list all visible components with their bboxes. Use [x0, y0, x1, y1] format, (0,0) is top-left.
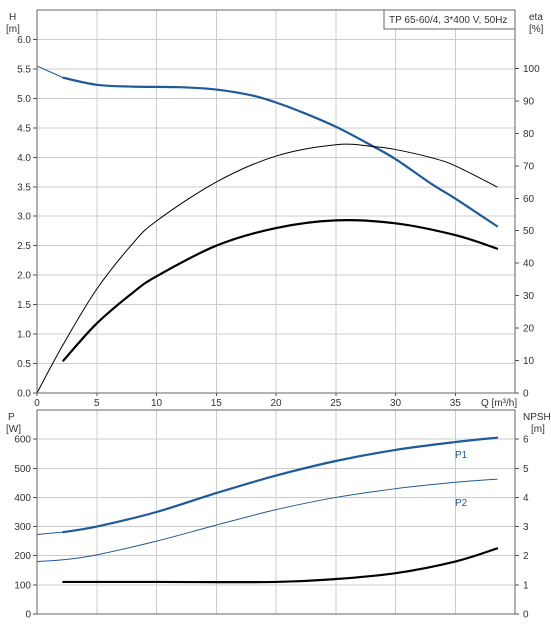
right-tick-label: 80	[523, 129, 535, 140]
series-curve	[62, 436, 499, 534]
right-tick-label: 70	[523, 161, 535, 172]
left-tick-label: 2.5	[17, 241, 31, 252]
right-tick-label: 30	[523, 291, 535, 302]
right-tick-label: 60	[523, 194, 535, 205]
left-tick-label: 6.0	[17, 35, 31, 46]
x-tick-label: 30	[390, 398, 402, 409]
x-tick-label: 15	[211, 398, 223, 409]
series-curve	[62, 547, 499, 584]
series-label-p1: P1	[455, 450, 468, 461]
x-tick-label: 25	[330, 398, 342, 409]
eta-axis-label: eta	[529, 12, 543, 23]
grid-layer	[37, 10, 515, 614]
right-tick-label: 0	[523, 389, 529, 400]
series-curve-extension	[36, 531, 64, 535]
x-tick-label: 10	[151, 398, 163, 409]
h-axis-label: H	[9, 12, 16, 23]
x-tick-label: 20	[270, 398, 282, 409]
q-axis-label: Q [m³/h]	[481, 398, 517, 409]
p-axis-label: P	[8, 412, 15, 423]
left-tick-label: 3.0	[17, 212, 31, 223]
x-tick-label: 35	[450, 398, 462, 409]
series-curve	[36, 478, 498, 563]
left-tick-label: 1.0	[17, 330, 31, 341]
right-tick-label: 1	[523, 580, 529, 591]
series-curve	[62, 219, 499, 362]
left-tick-label: 0.0	[17, 389, 31, 400]
npsh-axis-label: NPSH	[523, 412, 551, 423]
series-curve-extension	[36, 65, 64, 79]
right-tick-label: 10	[523, 356, 535, 367]
right-tick-label: 20	[523, 324, 535, 335]
right-tick-label: 40	[523, 259, 535, 270]
model-label-box	[383, 9, 516, 30]
p-axis-unit: [W]	[6, 424, 21, 435]
series-curve	[62, 76, 499, 228]
right-tick-label: 6	[523, 435, 529, 446]
left-tick-label: 2.0	[17, 271, 31, 282]
series-curve	[36, 143, 498, 394]
left-tick-label: 0.5	[17, 359, 31, 370]
right-tick-label: 50	[523, 226, 535, 237]
left-tick-label: 5.5	[17, 64, 31, 75]
x-tick-label: 5	[94, 398, 100, 409]
right-tick-label: 0	[523, 610, 529, 621]
x-tick-label: 0	[34, 398, 40, 409]
left-tick-label: 1.5	[17, 300, 31, 311]
left-tick-label: 400	[14, 493, 31, 504]
right-tick-label: 2	[523, 551, 529, 562]
plot-frame	[36, 409, 516, 615]
eta-axis-unit: [%]	[529, 24, 544, 35]
left-tick-label: 4.5	[17, 123, 31, 134]
left-tick-label: 0	[25, 610, 31, 621]
right-tick-label: 90	[523, 96, 535, 107]
right-tick-label: 3	[523, 522, 529, 533]
series-label-p2: P2	[455, 498, 468, 509]
series-layer	[36, 65, 499, 584]
left-tick-label: 100	[14, 580, 31, 591]
axis-layer: 0.0 0.5 1.0 1.5 2.0 2.5 3.0 3.5 4.0 4.5 5.0 5.5 6.0 0…	[14, 9, 540, 621]
left-tick-label: 200	[14, 551, 31, 562]
left-tick-label: 5.0	[17, 94, 31, 105]
right-tick-label: 4	[523, 493, 529, 504]
left-tick-label: 300	[14, 522, 31, 533]
left-tick-label: 500	[14, 464, 31, 475]
model-label: TP 65-60/4, 3*400 V, 50Hz	[389, 15, 507, 26]
npsh-axis-unit: [m]	[531, 424, 545, 435]
left-tick-label: 600	[14, 435, 31, 446]
h-axis-unit: [m]	[6, 24, 20, 35]
right-tick-label: 5	[523, 464, 529, 475]
right-tick-label: 100	[523, 64, 540, 75]
left-tick-label: 3.5	[17, 182, 31, 193]
left-tick-label: 4.0	[17, 153, 31, 164]
